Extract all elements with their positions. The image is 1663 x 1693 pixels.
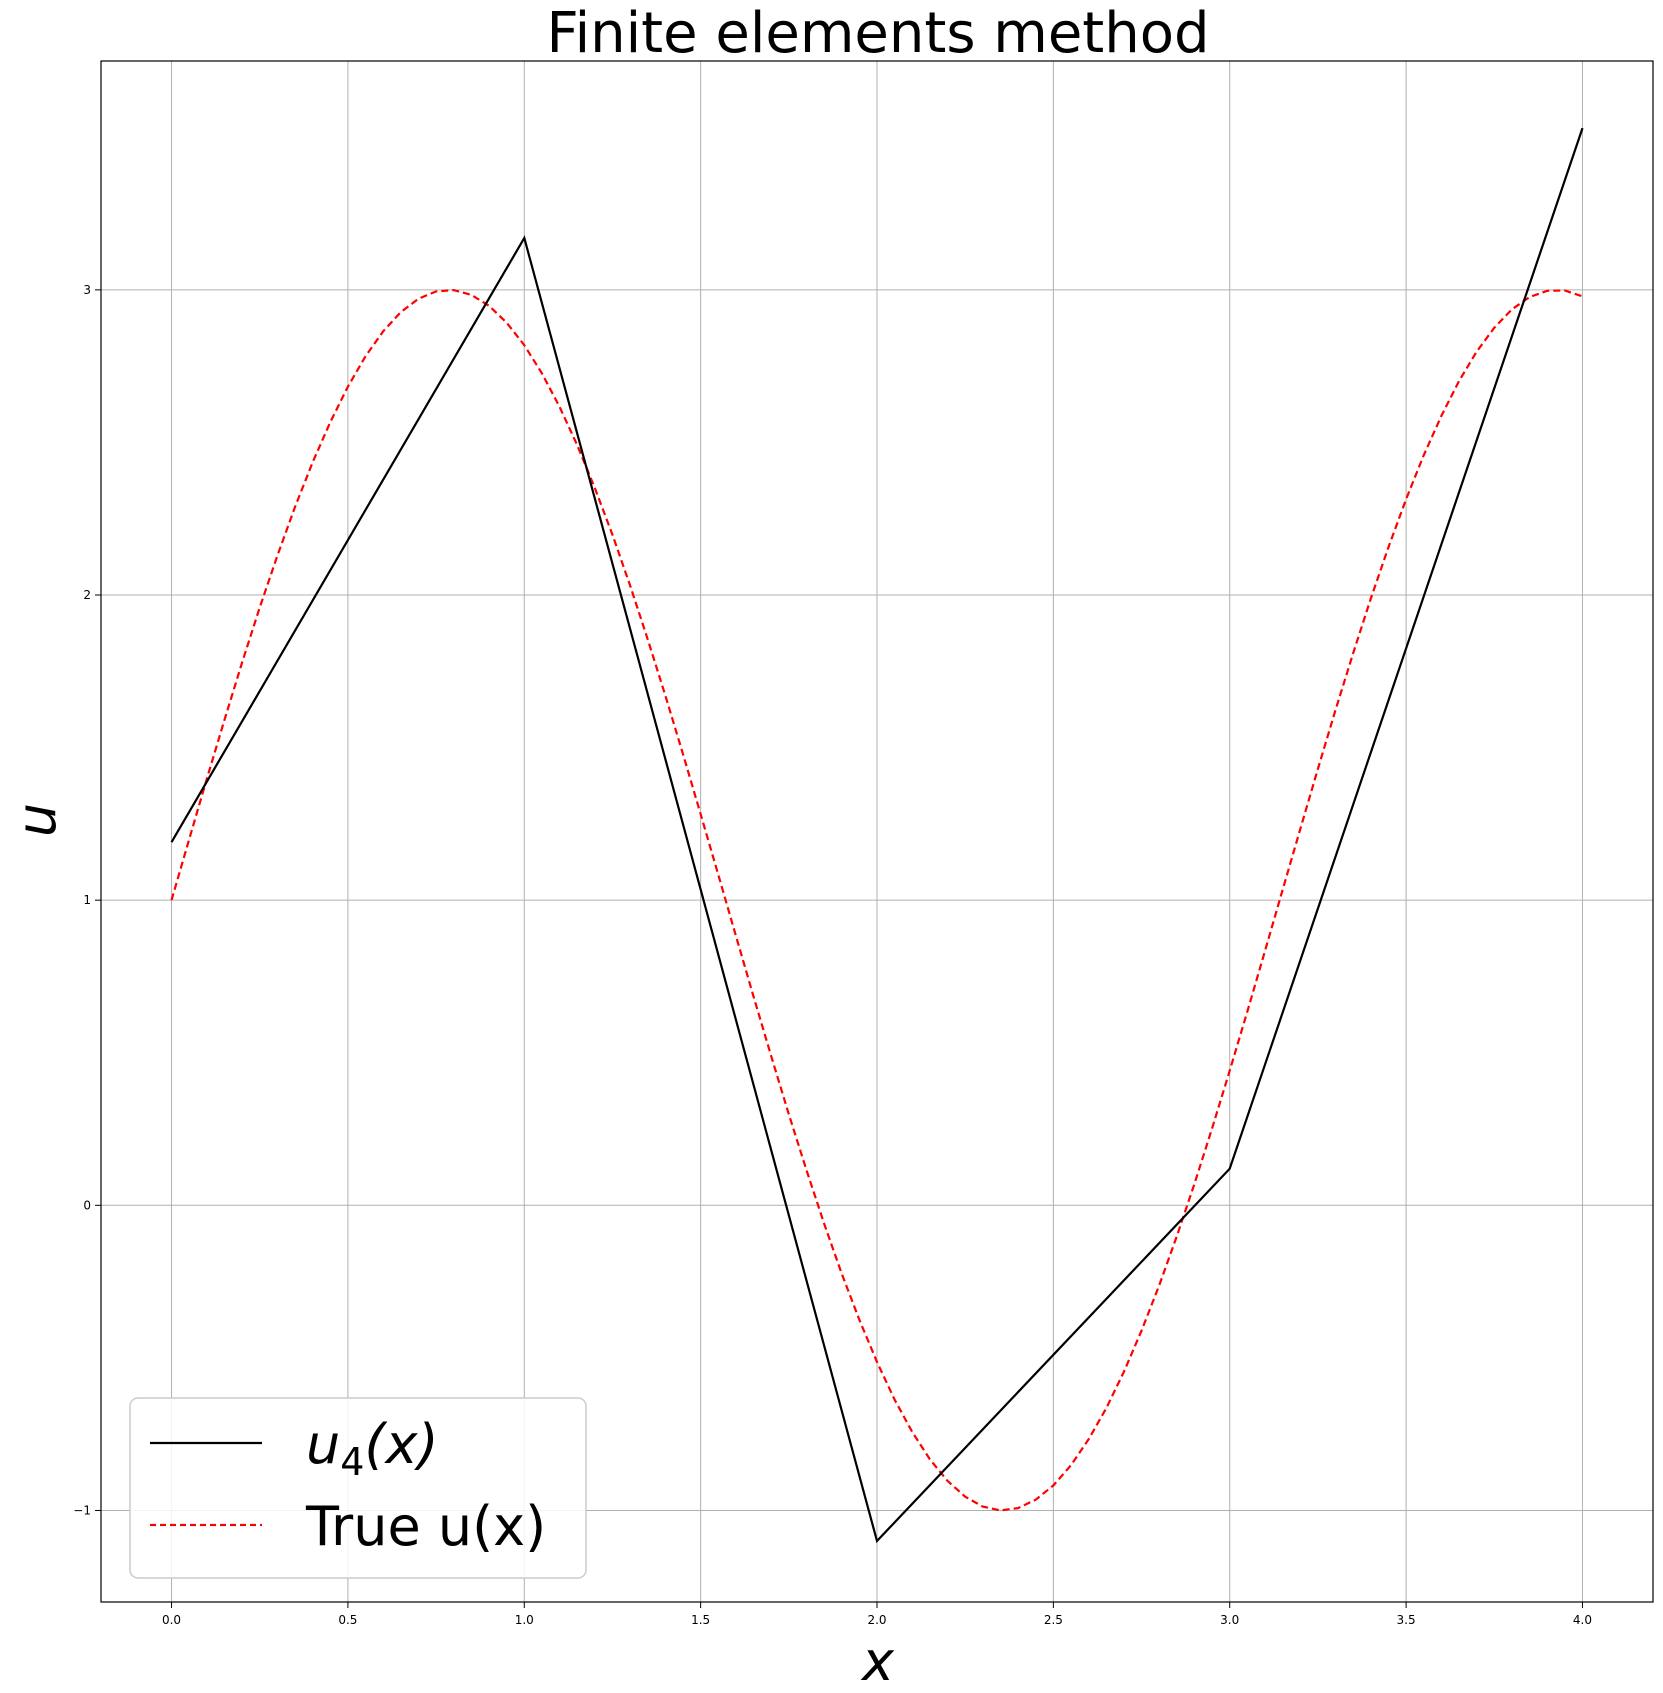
y-tick-label: −1 xyxy=(73,1503,91,1517)
axis-ticks: 0.0 0.5 1.0 1.5 2.0 2.5 3.0 3.5 4.0 −1 0 1 2 3 xyxy=(73,283,1592,1627)
series-u4-line xyxy=(170,127,1584,1544)
legend-label-u4: u4(x) xyxy=(306,1413,439,1484)
chart-title: Finite elements method xyxy=(546,1,1209,66)
y-tick-label: 0 xyxy=(83,1198,91,1212)
plot-series xyxy=(170,127,1584,1544)
x-tick-label: 1.0 xyxy=(515,1613,534,1627)
series-true-u-line xyxy=(170,288,1583,1512)
x-tick-label: 2.5 xyxy=(1044,1613,1063,1627)
x-tick-label: 1.5 xyxy=(691,1613,710,1627)
grid xyxy=(101,61,1653,1602)
y-axis-label: u xyxy=(5,803,68,837)
x-tick-label: 3.5 xyxy=(1397,1613,1416,1627)
x-tick-label: 4.0 xyxy=(1573,1613,1592,1627)
y-tick-label: 2 xyxy=(83,588,91,602)
legend-label-true: True u(x) xyxy=(305,1495,546,1558)
x-axis-label: x xyxy=(860,1630,895,1693)
y-tick-label: 1 xyxy=(83,893,91,907)
legend-label-u4-main: u xyxy=(306,1413,340,1476)
x-tick-label: 0.0 xyxy=(162,1613,181,1627)
x-tick-label: 0.5 xyxy=(338,1613,357,1627)
x-tick-label: 2.0 xyxy=(867,1613,886,1627)
legend: u4(x) True u(x) xyxy=(129,1397,587,1579)
x-tick-label: 3.0 xyxy=(1220,1613,1239,1627)
legend-label-u4-sub: 4 xyxy=(340,1440,364,1484)
y-tick-label: 3 xyxy=(83,283,91,297)
legend-label-u4-rest: (x) xyxy=(364,1413,438,1476)
